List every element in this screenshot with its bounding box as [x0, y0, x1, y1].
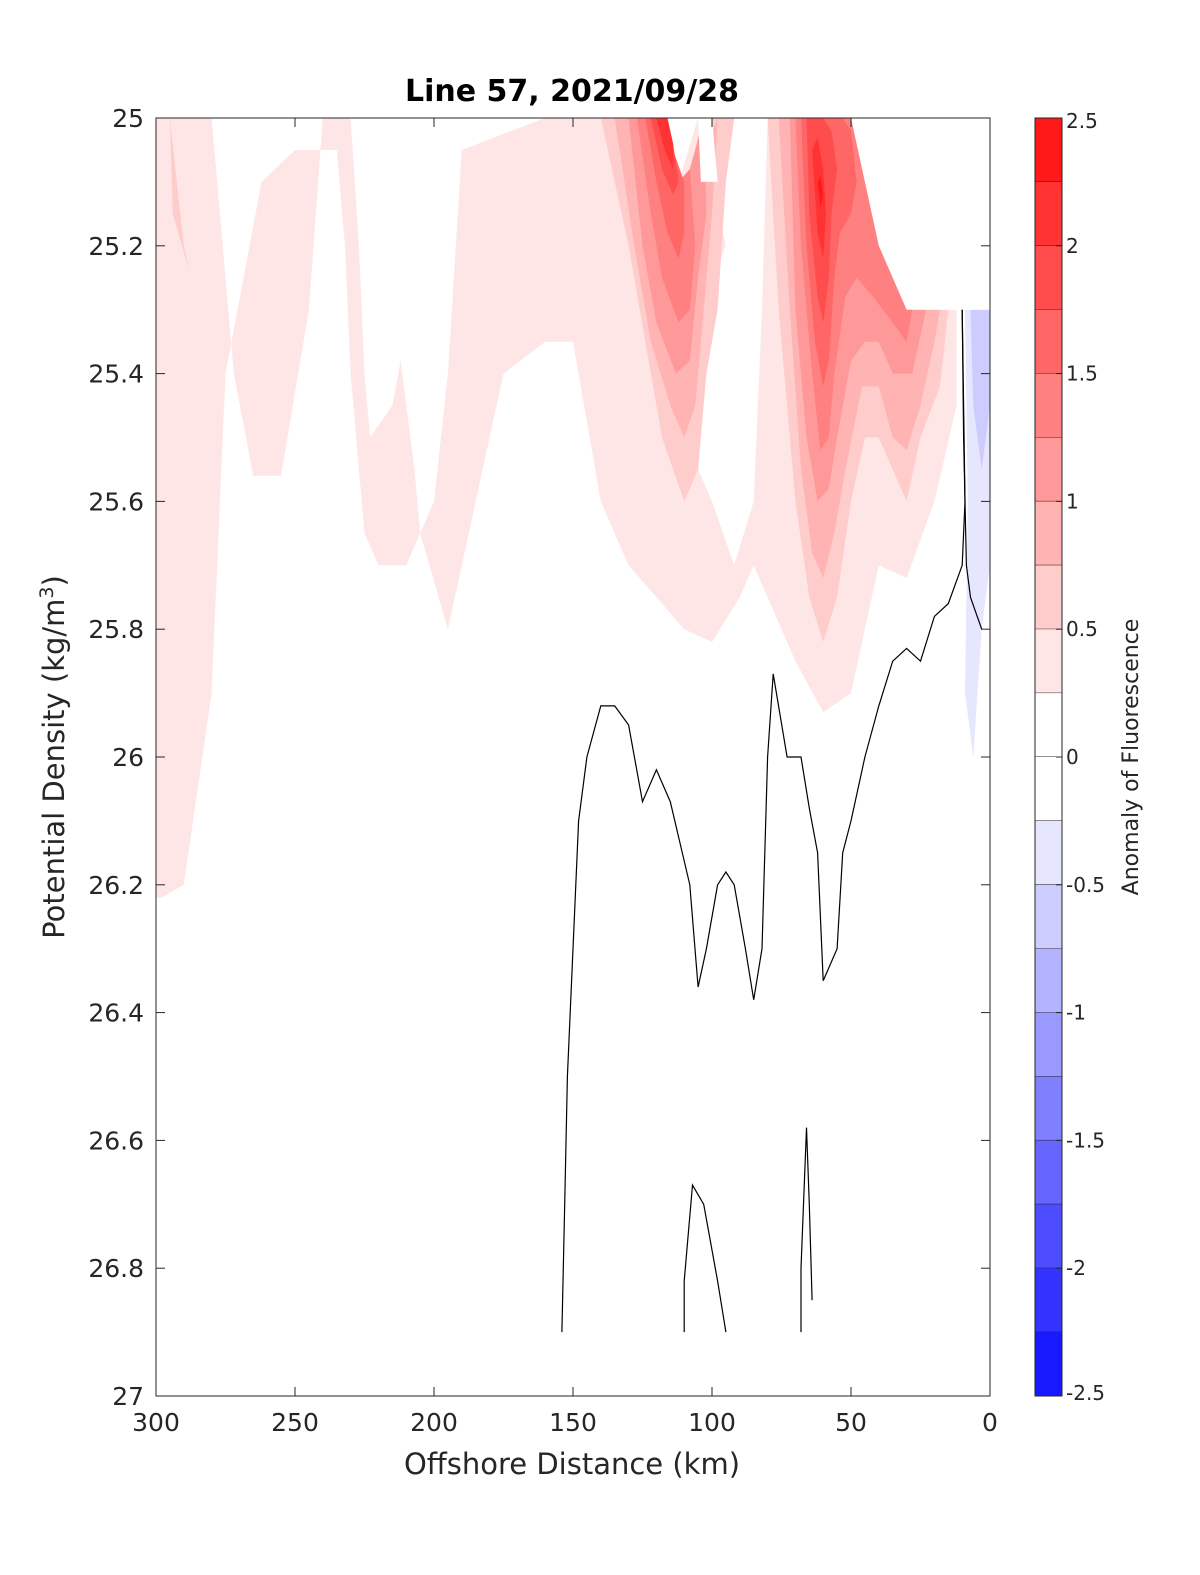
y-tick-label-5: 26 [112, 743, 144, 772]
contour-region-1 [169, 118, 190, 272]
colorbar-tick-label-1: 2 [1066, 234, 1079, 258]
contour-line-3 [800, 1127, 813, 1333]
colorbar-band-14 [1035, 1012, 1062, 1077]
plot-area [156, 118, 990, 1333]
no-data-mask-0 [698, 118, 718, 182]
colorbar-band-16 [1035, 1140, 1062, 1205]
x-axis: 300 250 200 150 100 50 0 [132, 118, 998, 1437]
colorbar-tick-label-7: -1 [1066, 1001, 1086, 1025]
y-axis-label: Potential Density (kg/m3) [36, 575, 71, 939]
x-tick-label-4: 100 [688, 1408, 736, 1437]
colorbar: 2.5 2 1.5 1 0.5 0 -0.5 -1 -1.5 -2 -2.5 [1034, 109, 1105, 1405]
colorbar-band-4 [1035, 373, 1062, 438]
y-tick-label-6: 26.2 [88, 871, 144, 900]
y-tick-label-8: 26.6 [88, 1126, 144, 1155]
colorbar-band-3 [1035, 309, 1062, 374]
x-tick-label-0: 300 [132, 1408, 180, 1437]
contour-region-10 [645, 118, 685, 259]
contour-region-15 [812, 137, 826, 259]
colorbar-band-13 [1035, 948, 1062, 1013]
colorbar-band-5 [1035, 437, 1062, 502]
colorbar-tick-label-8: -1.5 [1066, 1128, 1105, 1152]
contour-region-0 [156, 118, 957, 898]
no-data-mask-1 [851, 118, 990, 310]
colorbar-tick-label-3: 1 [1066, 489, 1079, 513]
colorbar-band-12 [1035, 884, 1062, 949]
contour-region-16 [817, 175, 824, 208]
x-tick-label-1: 250 [271, 1408, 319, 1437]
y-tick-label-10: 27 [112, 1382, 144, 1411]
colorbar-band-7 [1035, 565, 1062, 630]
colorbar-tick-label-2: 1.5 [1066, 362, 1098, 386]
y-tick-label-2: 25.4 [88, 360, 144, 389]
colorbar-band-11 [1035, 820, 1062, 885]
y-tick-label-3: 25.6 [88, 487, 144, 516]
colorbar-tick-label-9: -2 [1066, 1256, 1086, 1280]
colorbar-tick-label-6: -0.5 [1066, 873, 1105, 897]
contour-region-14 [656, 118, 674, 170]
colorbar-tick-label-4: 0.5 [1066, 617, 1098, 641]
colorbar-tick-label-5: 0 [1066, 745, 1079, 769]
colorbar-band-10 [1035, 757, 1062, 821]
x-axis-label: Offshore Distance (km) [404, 1447, 740, 1481]
x-tick-label-2: 200 [410, 1408, 458, 1437]
colorbar-band-0 [1035, 118, 1062, 182]
y-tick-label-9: 26.8 [88, 1254, 144, 1283]
contour-region-18 [970, 309, 990, 470]
colorbar-band-19 [1035, 1332, 1062, 1396]
contour-line-2 [683, 1183, 727, 1333]
colorbar-band-2 [1035, 245, 1062, 310]
contour-region-12 [650, 118, 679, 195]
colorbar-tick-label-10: -2.5 [1066, 1381, 1105, 1405]
y-tick-label-1: 25.2 [88, 232, 144, 261]
contour-line-1 [561, 309, 966, 1333]
x-tick-label-6: 0 [982, 1408, 998, 1437]
chart-title: Line 57, 2021/09/28 [405, 74, 739, 109]
colorbar-band-8 [1035, 629, 1062, 694]
colorbar-band-9 [1035, 693, 1062, 757]
y-tick-label-0: 25 [112, 104, 144, 133]
x-tick-label-3: 150 [549, 1408, 597, 1437]
colorbar-band-18 [1035, 1268, 1062, 1333]
x-tick-label-5: 50 [835, 1408, 867, 1437]
colorbar-band-6 [1035, 501, 1062, 566]
colorbar-band-15 [1035, 1076, 1062, 1141]
y-tick-label-4: 25.8 [88, 615, 144, 644]
colorbar-label: Anomaly of Fluorescence [1119, 619, 1144, 896]
y-axis: 25 25.2 25.4 25.6 25.8 26 26.2 26.4 26.6 26.8 27 [88, 104, 990, 1411]
y-tick-label-7: 26.4 [88, 999, 144, 1028]
colorbar-band-1 [1035, 181, 1062, 246]
colorbar-tick-label-0: 2.5 [1066, 109, 1098, 133]
colorbar-band-17 [1035, 1204, 1062, 1269]
